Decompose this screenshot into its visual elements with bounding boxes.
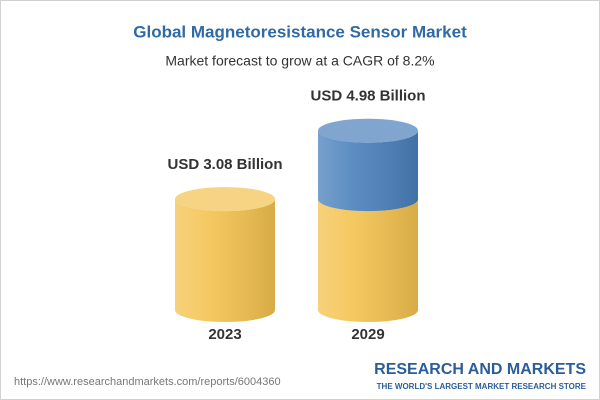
- shading: [318, 199, 418, 322]
- shading: [318, 118, 418, 143]
- cylinder-top: [175, 187, 275, 212]
- value-label: USD 3.08 Billion: [167, 156, 282, 173]
- source-url: https://www.researchandmarkets.com/repor…: [14, 376, 281, 388]
- chart-subtitle: Market forecast to grow at a CAGR of 8.2…: [165, 53, 434, 69]
- x-tick-label: 2029: [351, 326, 384, 343]
- shading: [175, 199, 275, 322]
- shading: [175, 187, 275, 212]
- chart-title: Global Magnetoresistance Sensor Market: [133, 22, 467, 41]
- cylinder-top: [318, 118, 418, 143]
- tagline: THE WORLD'S LARGEST MARKET RESEARCH STOR…: [377, 382, 587, 391]
- value-label: USD 4.98 Billion: [310, 88, 425, 105]
- brand: RESEARCH AND MARKETS: [374, 361, 586, 378]
- shading: [317, 130, 418, 212]
- x-tick-label: 2023: [208, 326, 241, 343]
